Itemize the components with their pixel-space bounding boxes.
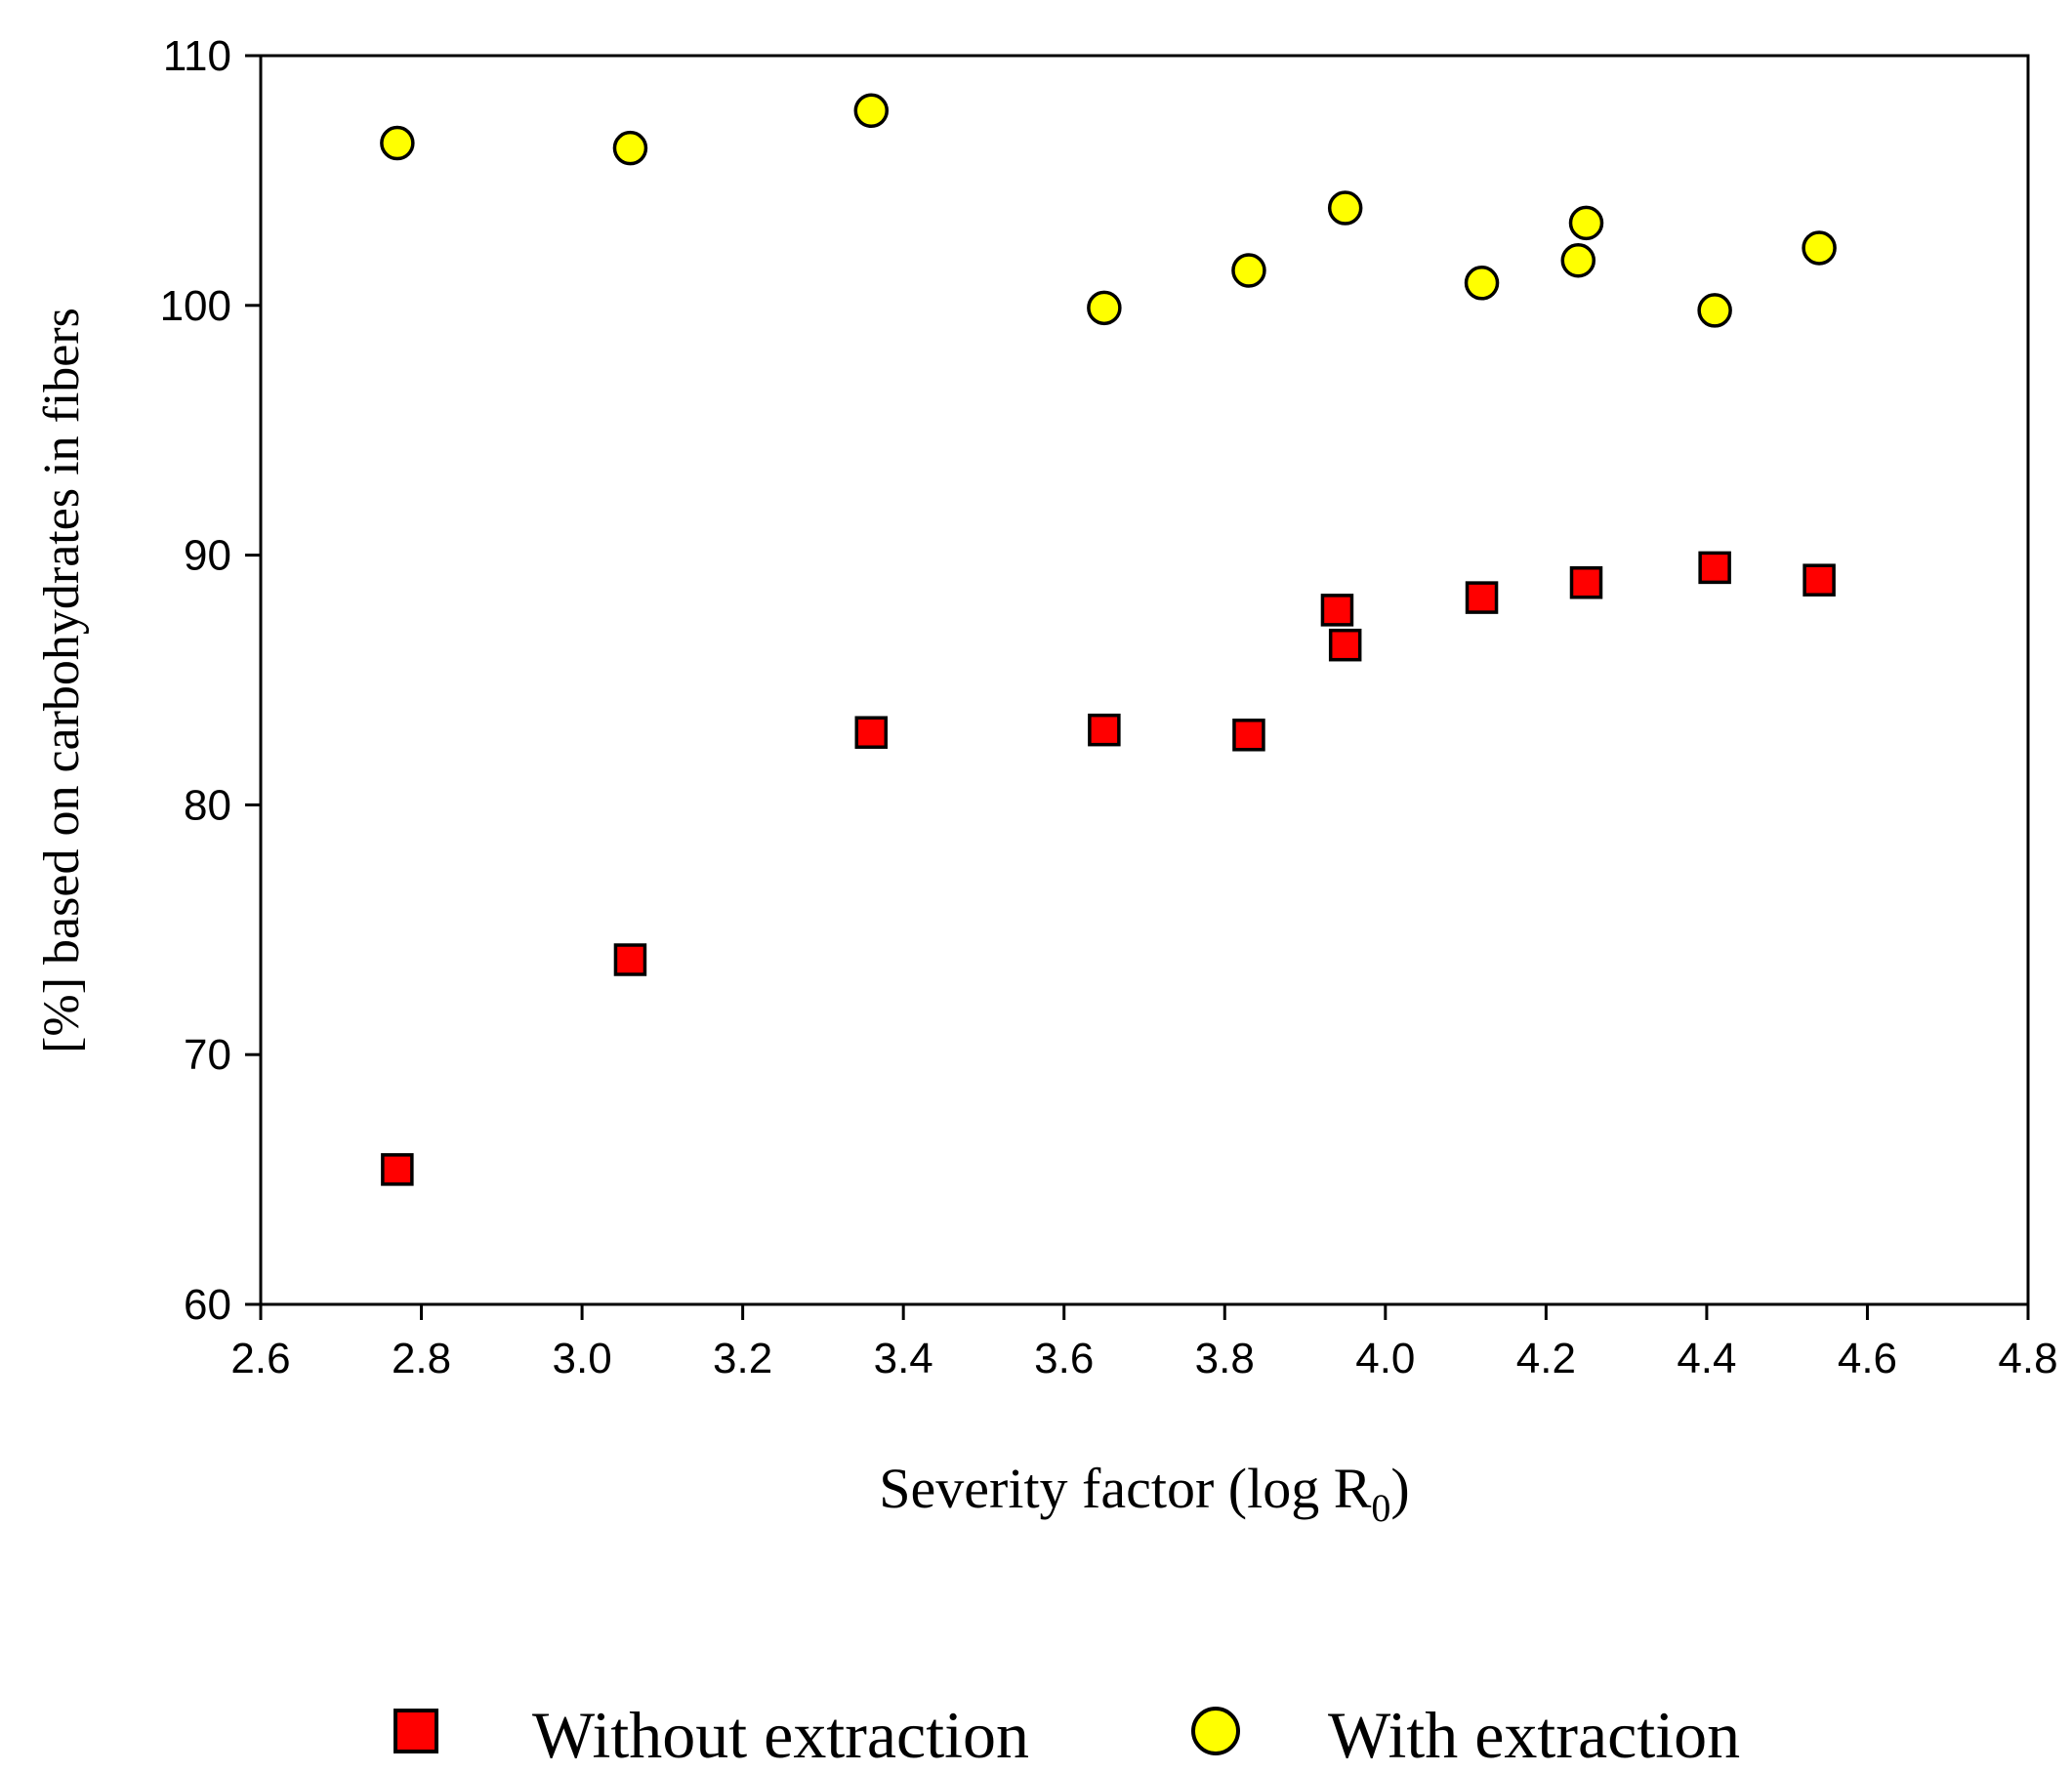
point-without-extraction xyxy=(1320,594,1354,627)
point-with-extraction xyxy=(1697,293,1732,328)
point-without-extraction xyxy=(1088,713,1121,747)
y-tick-label: 60 xyxy=(184,1281,231,1329)
y-tick-label: 110 xyxy=(163,32,231,80)
x-axis-title: Severity factor (log R0) xyxy=(879,1457,1409,1530)
y-tick-label: 90 xyxy=(184,532,231,580)
data-markers xyxy=(380,93,1837,1186)
point-without-extraction xyxy=(613,943,647,976)
x-tick-label: 2.8 xyxy=(392,1335,451,1382)
x-tick-label: 3.2 xyxy=(713,1335,772,1382)
y-tick-label: 100 xyxy=(160,282,231,330)
x-tick-label: 4.0 xyxy=(1355,1335,1415,1382)
point-with-extraction xyxy=(1087,290,1122,326)
x-tick-label: 3.0 xyxy=(553,1335,612,1382)
y-axis-title: [%] based on carbohydrates in fibers xyxy=(34,308,90,1053)
point-with-extraction xyxy=(1464,266,1500,301)
x-axis-title-main: Severity factor (log R xyxy=(879,1457,1371,1520)
point-without-extraction xyxy=(1569,565,1603,599)
y-tick-label: 80 xyxy=(184,781,231,829)
point-without-extraction xyxy=(854,716,889,749)
x-tick-label: 3.8 xyxy=(1195,1335,1255,1382)
point-with-extraction xyxy=(1327,190,1363,226)
x-tick-label: 4.8 xyxy=(1998,1335,2057,1382)
x-tick-label: 2.6 xyxy=(230,1335,290,1382)
x-tick-label: 3.4 xyxy=(874,1335,933,1382)
legend-label-with-extraction: With extraction xyxy=(1328,1698,1740,1772)
x-axis-title-end: ) xyxy=(1390,1457,1409,1520)
point-with-extraction xyxy=(1568,205,1604,241)
x-axis: 2.6 2.8 3.0 3.2 3.4 3.6 3.8 4.0 4.2 4.4 4.6 4.8 xyxy=(230,1304,2058,1382)
x-axis-title-subscript: 0 xyxy=(1371,1486,1390,1530)
point-without-extraction xyxy=(1328,628,1362,662)
point-with-extraction xyxy=(612,130,648,166)
x-tick-label: 3.6 xyxy=(1034,1335,1094,1382)
point-with-extraction xyxy=(853,93,890,129)
point-without-extraction xyxy=(1465,581,1499,614)
point-with-extraction xyxy=(1802,230,1837,266)
point-without-extraction xyxy=(1803,563,1836,597)
legend-circle-icon xyxy=(1191,1707,1240,1755)
legend-label-without-extraction: Without extraction xyxy=(532,1698,1029,1772)
legend-square-icon xyxy=(394,1709,438,1753)
legend: Without extraction With extraction xyxy=(394,1698,1740,1772)
y-tick-label: 70 xyxy=(184,1031,231,1079)
point-without-extraction xyxy=(1232,719,1265,752)
point-with-extraction xyxy=(1231,253,1266,288)
point-with-extraction xyxy=(1560,243,1596,278)
plot-frame xyxy=(259,54,2030,1306)
x-tick-label: 4.4 xyxy=(1677,1335,1736,1382)
x-tick-label: 4.2 xyxy=(1516,1335,1576,1382)
x-tick-label: 4.6 xyxy=(1838,1335,1897,1382)
y-axis: 60 70 80 90 100 110 xyxy=(160,32,261,1329)
point-without-extraction xyxy=(381,1153,414,1186)
point-with-extraction xyxy=(380,125,415,161)
point-without-extraction xyxy=(1698,551,1731,585)
